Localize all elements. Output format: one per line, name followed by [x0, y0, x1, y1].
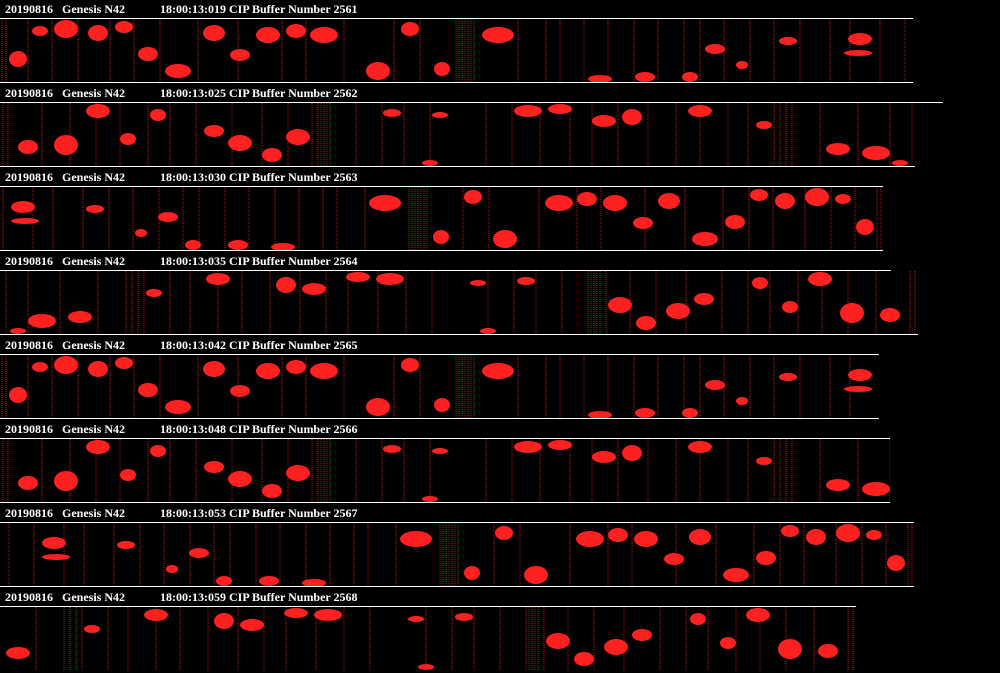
particle-image [0, 355, 879, 418]
buffer-info: 18:00:13:035 CIP Buffer Number 2564 [160, 254, 358, 268]
buffer-probe: Genesis N42 [62, 86, 125, 100]
particles [3, 439, 890, 502]
buffer-probe: Genesis N42 [62, 338, 125, 352]
buffer-date: 20190816 [5, 254, 53, 268]
buffer-probe: Genesis N42 [62, 254, 125, 268]
buffer-date: 20190816 [5, 2, 53, 16]
top-rule [0, 354, 879, 355]
particles [3, 103, 912, 166]
bottom-rule [0, 586, 914, 587]
top-rule [0, 270, 891, 271]
buffer-probe: Genesis N42 [62, 590, 125, 604]
top-rule [0, 18, 913, 19]
bottom-rule [0, 502, 890, 503]
bottom-rule [0, 250, 883, 251]
particle-image [0, 271, 918, 334]
buffer-strip: 20190816 Genesis N42 18:00:13:019 CIP Buff… [0, 0, 1000, 84]
bottom-rule [0, 418, 879, 419]
top-rule [0, 606, 856, 607]
buffer-date: 20190816 [5, 338, 53, 352]
buffer-info: 18:00:13:042 CIP Buffer Number 2565 [160, 338, 358, 352]
bottom-rule [0, 334, 918, 335]
bottom-rule [0, 166, 915, 167]
buffer-strip: 20190816 Genesis N42 18:00:13:042 CIP Buff… [0, 336, 1000, 420]
particle-image [0, 103, 915, 166]
buffer-probe: Genesis N42 [62, 2, 125, 16]
buffer-strip: 20190816 Genesis N42 18:00:13:053 CIP Buff… [0, 504, 1000, 588]
particles [9, 523, 912, 586]
buffer-info: 18:00:13:030 CIP Buffer Number 2563 [160, 170, 358, 184]
buffer-strip: 20190816 Genesis N42 18:00:13:059 CIP Buff… [0, 588, 1000, 672]
buffer-strip: 20190816 Genesis N42 18:00:13:030 CIP Buff… [0, 168, 1000, 252]
buffer-probe: Genesis N42 [62, 422, 125, 436]
buffer-strip: 20190816 Genesis N42 18:00:13:025 CIP Buff… [0, 84, 1000, 168]
buffer-strip: 20190816 Genesis N42 18:00:13:048 CIP Buff… [0, 420, 1000, 504]
particles [6, 271, 915, 334]
buffer-info: 18:00:13:059 CIP Buffer Number 2568 [160, 590, 358, 604]
buffer-info: 18:00:13:048 CIP Buffer Number 2566 [160, 422, 358, 436]
particle-image [0, 187, 883, 250]
bottom-rule [0, 82, 913, 83]
particle-image [0, 439, 890, 502]
particles [0, 607, 853, 670]
particle-image [0, 607, 856, 670]
particle-image [0, 19, 913, 82]
particles [0, 187, 881, 250]
buffer-date: 20190816 [5, 422, 53, 436]
buffer-strip: 20190816 Genesis N42 18:00:13:035 CIP Buff… [0, 252, 1000, 336]
buffer-info: 18:00:13:025 CIP Buffer Number 2562 [160, 86, 358, 100]
particles [2, 19, 905, 82]
buffer-date: 20190816 [5, 590, 53, 604]
buffer-date: 20190816 [5, 506, 53, 520]
buffer-date: 20190816 [5, 86, 53, 100]
top-rule [0, 186, 883, 187]
top-rule [0, 102, 943, 103]
buffer-probe: Genesis N42 [62, 170, 125, 184]
buffer-date: 20190816 [5, 170, 53, 184]
buffer-info: 18:00:13:053 CIP Buffer Number 2567 [160, 506, 358, 520]
buffer-probe: Genesis N42 [62, 506, 125, 520]
particles [2, 355, 879, 418]
top-rule [0, 438, 890, 439]
buffer-info: 18:00:13:019 CIP Buffer Number 2561 [160, 2, 358, 16]
particle-image [0, 523, 914, 586]
top-rule [0, 522, 914, 523]
